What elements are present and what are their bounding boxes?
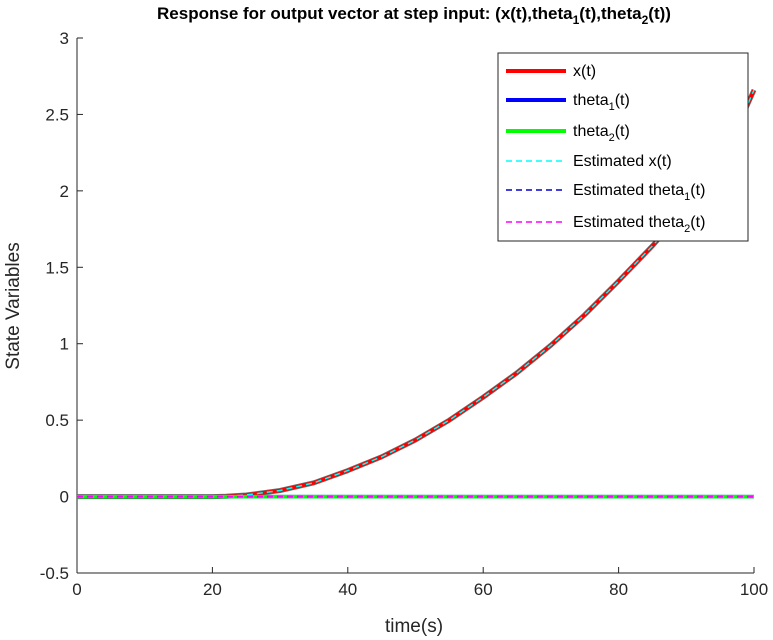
x-tick-label: 0 <box>72 580 81 599</box>
y-tick-label: 1.5 <box>45 258 69 277</box>
y-tick-label: -0.5 <box>40 564 69 583</box>
title-sub-1: 1 <box>573 13 580 27</box>
title-sub-2: 2 <box>642 13 649 27</box>
legend-label: theta1(t) <box>573 92 630 113</box>
y-tick-label: 0.5 <box>45 411 69 430</box>
legend-box <box>497 52 749 242</box>
x-tick-label: 20 <box>203 580 222 599</box>
x-tick-label: 100 <box>740 580 768 599</box>
legend-label: theta2(t) <box>573 123 630 144</box>
y-tick-label: 1 <box>60 335 69 354</box>
x-axis-label: time(s) <box>385 616 443 637</box>
y-tick-label: 3 <box>60 29 69 48</box>
x-tick-label: 40 <box>338 580 357 599</box>
plot-area: 0 20 40 60 80 100-0.500.511.522.53 <box>40 29 768 599</box>
y-axis-label: State Variables <box>3 242 24 369</box>
legend-label: Estimated theta1(t) <box>573 182 705 203</box>
title-mid: (t),theta <box>579 4 642 23</box>
legend-label: Estimated x(t) <box>573 153 672 170</box>
y-tick-label: 2.5 <box>45 105 69 124</box>
chart-title: Response for output vector at step input… <box>157 4 671 27</box>
legend-label: Estimated theta2(t) <box>573 214 705 235</box>
legend: x(t) theta1(t) theta2(t) Estimated x(t) Esti… <box>497 52 749 242</box>
title-prefix: Response for output vector at step input… <box>157 4 573 23</box>
legend-label: x(t) <box>573 63 596 80</box>
x-tick-label: 60 <box>474 580 493 599</box>
y-tick-label: 2 <box>60 182 69 201</box>
x-tick-label: 80 <box>609 580 628 599</box>
y-tick-label: 0 <box>60 488 69 507</box>
title-suffix: (t)) <box>648 4 671 23</box>
